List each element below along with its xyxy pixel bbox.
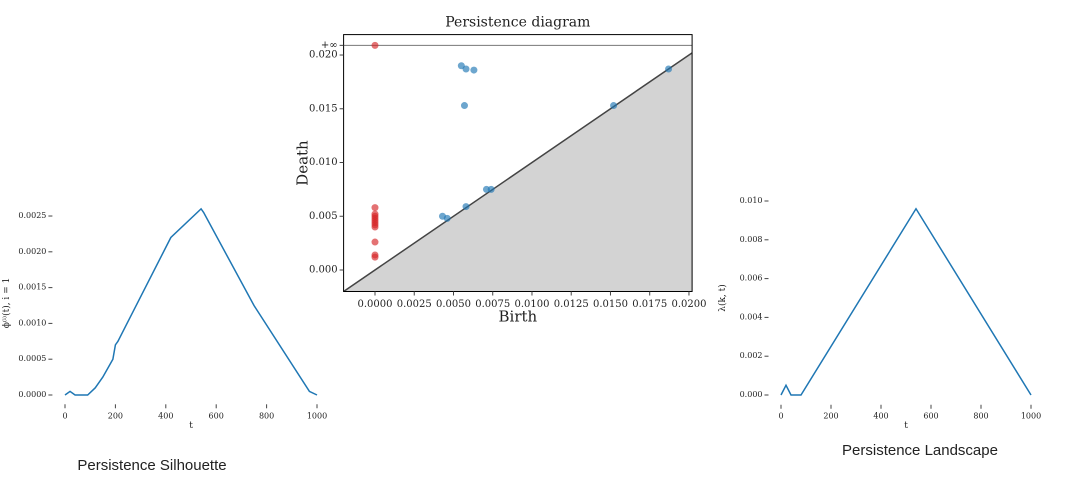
x-tick-label: 0.0200 bbox=[671, 299, 706, 310]
x-tick-label: 800 bbox=[973, 412, 988, 421]
y-tick-label: 0.015 bbox=[309, 103, 338, 114]
line bbox=[64, 207, 318, 396]
diagonal bbox=[343, 52, 693, 293]
y-tick-label: 0.0005 bbox=[18, 354, 46, 363]
y-tick-label: 0.0010 bbox=[18, 318, 46, 327]
x-axis-label: t bbox=[189, 421, 193, 431]
x-tick-label: 400 bbox=[873, 412, 888, 421]
diagonal-region bbox=[343, 52, 693, 292]
y-tick-label: 0.0015 bbox=[18, 283, 46, 292]
caption: Persistence Silhouette bbox=[77, 457, 226, 474]
x-tick-label: 200 bbox=[823, 412, 838, 421]
point bbox=[371, 253, 379, 261]
line bbox=[780, 207, 1032, 396]
point bbox=[462, 65, 470, 73]
y-tick-label: 0.006 bbox=[740, 274, 763, 283]
y-tick-label: 0.010 bbox=[740, 196, 763, 205]
point bbox=[462, 203, 470, 211]
x-tick-label: 0.0150 bbox=[593, 299, 628, 310]
caption: Persistence Landscape bbox=[842, 442, 998, 459]
y-tick-label: 0.000 bbox=[309, 265, 338, 276]
x-tick-label: 0.0000 bbox=[357, 299, 392, 310]
x-tick-label: 0.0025 bbox=[397, 299, 432, 310]
x-axis-label: Birth bbox=[499, 308, 538, 326]
x-tick-label: 400 bbox=[158, 411, 173, 420]
y-tick-label: 0.005 bbox=[309, 211, 338, 222]
y-tick-label: 0.000 bbox=[740, 390, 763, 399]
x-tick-label: 0.0175 bbox=[632, 299, 667, 310]
point bbox=[610, 102, 618, 110]
x-tick-label: 0 bbox=[778, 412, 783, 421]
x-tick-label: 0 bbox=[62, 411, 67, 420]
x-tick-label: 1000 bbox=[307, 411, 327, 420]
y-tick-label: 0.008 bbox=[740, 235, 763, 244]
plot-frame bbox=[343, 34, 693, 292]
point bbox=[371, 238, 379, 246]
y-tick-label: +∞ bbox=[321, 40, 338, 51]
point bbox=[487, 185, 495, 193]
x-tick-label: 0.0075 bbox=[475, 299, 510, 310]
y-tick-label: 0.0020 bbox=[18, 247, 46, 256]
point bbox=[470, 66, 478, 74]
x-tick-label: 600 bbox=[923, 412, 938, 421]
y-axis-label: λ(k, t) bbox=[717, 284, 728, 312]
point bbox=[371, 223, 379, 231]
y-tick-label: 0.020 bbox=[309, 50, 338, 61]
y-axis-label: Death bbox=[294, 140, 312, 186]
x-tick-label: 1000 bbox=[1021, 412, 1041, 421]
x-axis-label: t bbox=[904, 421, 908, 431]
chart-title: Persistence diagram bbox=[445, 15, 590, 31]
y-tick-label: 0.004 bbox=[740, 312, 763, 321]
y-tick-label: 0.0000 bbox=[18, 390, 46, 399]
x-tick-label: 800 bbox=[259, 411, 274, 420]
y-axis-label: ϕ⁽ⁱ⁾(t), i = 1 bbox=[1, 278, 12, 329]
point bbox=[371, 41, 379, 49]
x-tick-label: 200 bbox=[108, 411, 123, 420]
point bbox=[443, 214, 451, 222]
point bbox=[460, 102, 468, 110]
y-tick-label: 0.010 bbox=[309, 157, 338, 168]
x-tick-label: 0.0125 bbox=[554, 299, 589, 310]
point bbox=[665, 65, 673, 73]
y-tick-label: 0.002 bbox=[740, 351, 763, 360]
x-tick-label: 600 bbox=[209, 411, 224, 420]
x-tick-label: 0.0050 bbox=[436, 299, 471, 310]
point bbox=[371, 204, 379, 212]
y-tick-label: 0.0025 bbox=[18, 211, 46, 220]
x-tick-label: 0.0100 bbox=[514, 299, 549, 310]
